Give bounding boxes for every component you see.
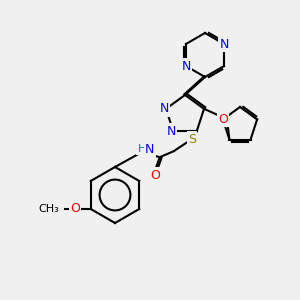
Text: N: N	[181, 59, 190, 73]
Text: N: N	[219, 38, 229, 50]
Text: N: N	[159, 102, 169, 115]
Text: CH₃: CH₃	[38, 204, 59, 214]
Text: O: O	[150, 169, 160, 182]
Text: N: N	[145, 143, 154, 156]
Text: H: H	[138, 144, 146, 154]
Text: O: O	[218, 113, 228, 126]
Text: N: N	[167, 125, 176, 138]
Text: O: O	[70, 202, 80, 215]
Text: S: S	[188, 133, 196, 146]
